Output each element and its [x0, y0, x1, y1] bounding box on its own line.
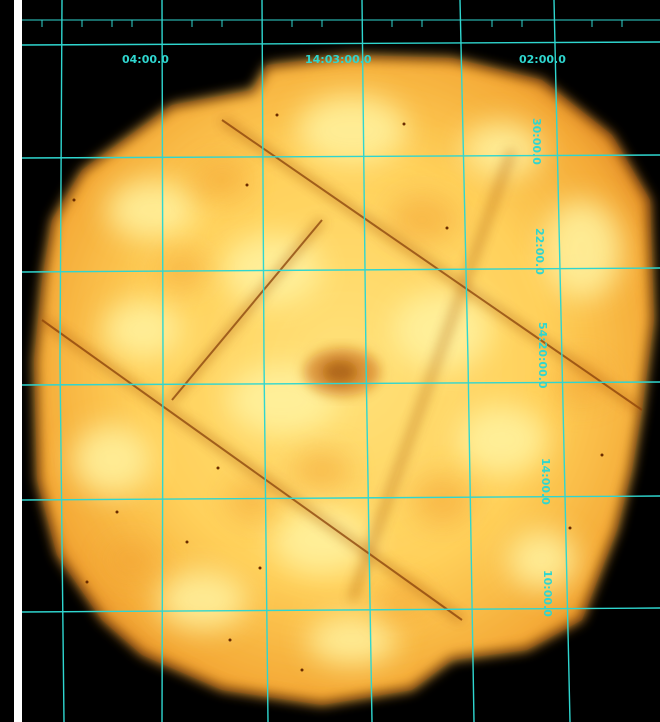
dec-label-3: 54:20:00.0: [536, 322, 549, 389]
coordinate-grid: [22, 0, 660, 722]
dec-label-1: 30:00.0: [530, 118, 543, 165]
dec-label-5: 10:00.0: [541, 570, 554, 617]
dec-label-4: 14:00.0: [539, 458, 552, 505]
emission-mosaic: [34, 55, 654, 705]
panel-divider: [14, 0, 22, 722]
ra-label-1: 04:00.0: [122, 53, 169, 66]
ra-axis-ticks: [22, 19, 660, 27]
dec-label-2: 22:00.0: [533, 228, 546, 275]
ra-label-2: 14:03:00.0: [305, 53, 372, 66]
sky-image: 04:00.0 14:03:00.0 02:00.0 30:00.0 22:00…: [22, 0, 660, 722]
ra-label-3: 02:00.0: [519, 53, 566, 66]
left-panel-edge: [0, 0, 14, 722]
